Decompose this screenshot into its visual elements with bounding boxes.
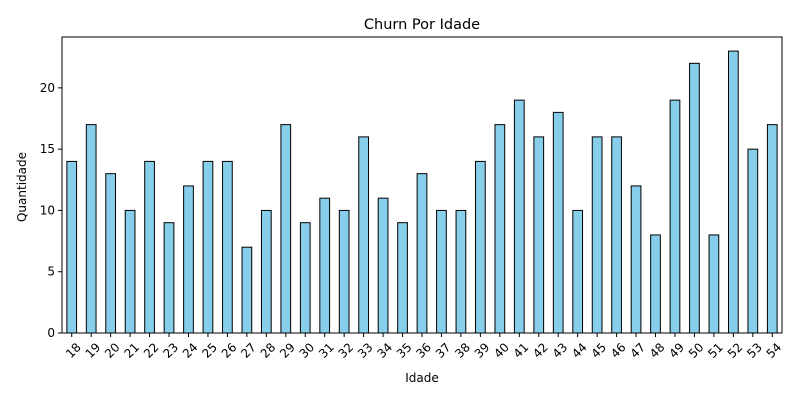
bar-42 xyxy=(533,136,545,334)
x-tick-label: 31 xyxy=(316,340,337,361)
x-tick-label: 23 xyxy=(160,340,181,361)
x-axis-title: Idade xyxy=(405,371,439,385)
bar-47 xyxy=(630,185,642,334)
x-tick-label: 28 xyxy=(258,340,279,361)
x-tick-label: 29 xyxy=(277,340,298,361)
bar-26 xyxy=(222,160,233,334)
bar-39 xyxy=(475,160,486,334)
x-tick-label: 51 xyxy=(705,340,726,361)
bar-54 xyxy=(766,124,778,334)
bar-53 xyxy=(747,148,759,334)
x-tick-label: 21 xyxy=(121,340,142,361)
bar-19 xyxy=(85,124,97,334)
bar-21 xyxy=(124,209,136,334)
bar-45 xyxy=(591,136,603,334)
bar-27 xyxy=(241,246,253,334)
x-tick-label: 20 xyxy=(102,340,123,361)
x-tick-label: 19 xyxy=(83,340,104,361)
x-tick-label: 45 xyxy=(588,340,609,361)
bar-18 xyxy=(66,160,78,334)
x-tick-label: 34 xyxy=(374,340,395,361)
x-tick-label: 52 xyxy=(725,340,746,361)
bar-40 xyxy=(494,124,506,334)
x-tick-label: 36 xyxy=(413,340,434,361)
bar-25 xyxy=(202,160,214,334)
x-tick-label: 43 xyxy=(550,340,571,361)
bar-37 xyxy=(436,209,447,334)
x-tick-label: 46 xyxy=(608,340,629,361)
x-tick-label: 33 xyxy=(355,340,376,361)
bar-48 xyxy=(650,234,661,334)
bar-34 xyxy=(377,197,389,334)
y-tick-label: 0 xyxy=(47,326,55,340)
x-tick-label: 44 xyxy=(569,340,590,361)
x-tick-label: 37 xyxy=(433,340,454,361)
bar-29 xyxy=(280,124,292,334)
bar-38 xyxy=(455,209,467,334)
x-tick-label: 27 xyxy=(238,340,259,361)
bar-31 xyxy=(319,197,331,334)
x-tick-label: 35 xyxy=(394,340,415,361)
bar-32 xyxy=(338,209,350,334)
bar-24 xyxy=(183,185,194,334)
bar-43 xyxy=(552,111,564,334)
bar-49 xyxy=(669,99,681,334)
x-tick-label: 48 xyxy=(647,340,668,361)
x-axis-ticks: 1819202122232425262728293031323334353637… xyxy=(63,333,784,361)
plot-frame xyxy=(61,36,783,334)
y-tick-label: 20 xyxy=(40,81,55,95)
bar-50 xyxy=(689,62,700,334)
x-tick-label: 22 xyxy=(141,340,162,361)
x-tick-label: 39 xyxy=(472,340,493,361)
bar-36 xyxy=(416,173,428,334)
x-tick-label: 26 xyxy=(219,340,240,361)
bar-51 xyxy=(708,234,720,334)
y-tick-label: 15 xyxy=(40,142,55,156)
bar-30 xyxy=(299,222,311,334)
bar-52 xyxy=(727,50,739,334)
x-tick-label: 30 xyxy=(297,340,318,361)
bar-44 xyxy=(572,209,584,334)
bar-20 xyxy=(105,173,117,334)
x-tick-label: 24 xyxy=(180,340,201,361)
bar-23 xyxy=(163,222,175,334)
x-tick-label: 54 xyxy=(764,340,785,361)
bar-41 xyxy=(513,99,525,334)
bar-35 xyxy=(397,222,408,334)
y-tick-label: 5 xyxy=(47,265,55,279)
x-tick-label: 41 xyxy=(511,340,532,361)
x-tick-label: 25 xyxy=(199,340,220,361)
bar-46 xyxy=(611,136,622,334)
x-tick-label: 18 xyxy=(63,340,84,361)
x-tick-label: 32 xyxy=(336,340,357,361)
bars-group xyxy=(66,50,778,334)
y-axis-title: Quantidade xyxy=(15,152,29,222)
x-tick-label: 50 xyxy=(686,340,707,361)
chart-title: Churn Por Idade xyxy=(364,17,480,33)
x-tick-label: 40 xyxy=(491,340,512,361)
bar-33 xyxy=(358,136,369,334)
y-axis-ticks: 0 5 10 15 20 xyxy=(40,81,62,340)
bar-28 xyxy=(260,209,272,334)
y-tick-label: 10 xyxy=(40,203,55,217)
x-tick-label: 53 xyxy=(744,340,765,361)
x-tick-label: 49 xyxy=(666,340,687,361)
bar-22 xyxy=(144,160,155,334)
x-tick-label: 42 xyxy=(530,340,551,361)
x-tick-label: 47 xyxy=(627,340,648,361)
x-tick-label: 38 xyxy=(452,340,473,361)
